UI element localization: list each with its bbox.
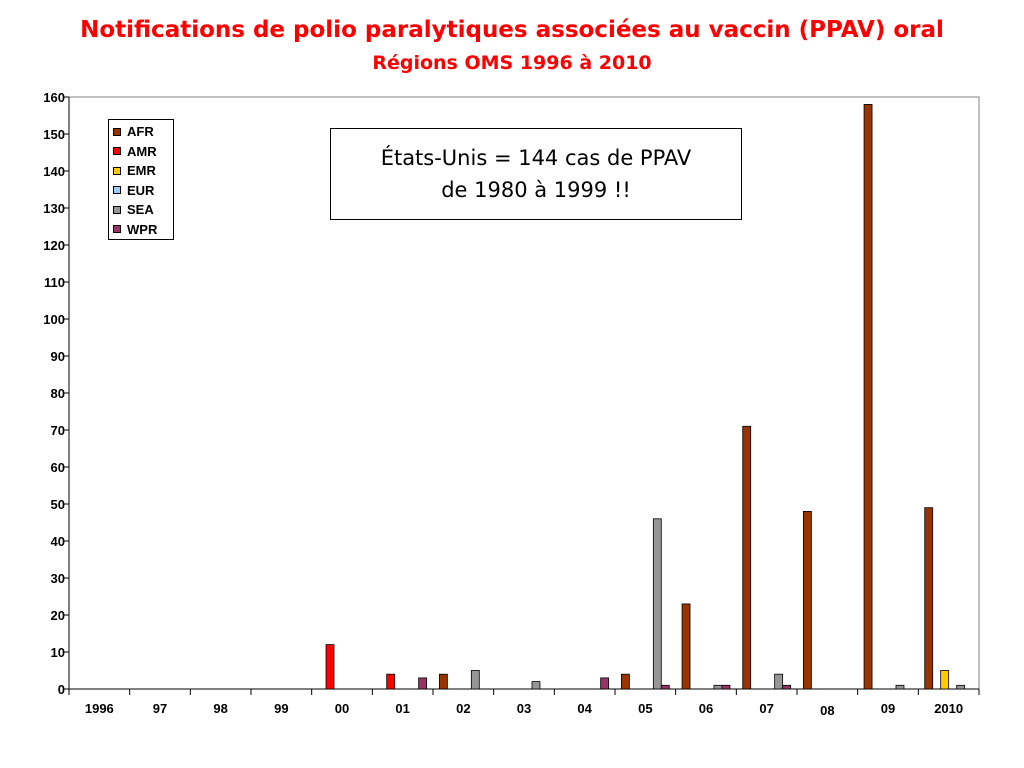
legend-item-sea: SEA bbox=[113, 200, 173, 220]
x-tick-label: 03 bbox=[517, 701, 531, 716]
bar-afr bbox=[620, 673, 630, 690]
bar-afr bbox=[681, 603, 691, 690]
y-tick-label: 40 bbox=[51, 534, 65, 549]
legend-swatch bbox=[113, 166, 121, 175]
legend-label: SEA bbox=[127, 202, 154, 218]
bar-amr bbox=[386, 673, 396, 690]
y-tick-label: 140 bbox=[43, 164, 65, 179]
bar-afr bbox=[438, 673, 448, 690]
x-tick-label: 02 bbox=[456, 701, 470, 716]
legend-label: AMR bbox=[127, 143, 157, 159]
bar-afr bbox=[863, 104, 873, 690]
x-tick-label: 99 bbox=[274, 701, 288, 716]
bar-sea bbox=[652, 518, 662, 690]
x-tick-label: 06 bbox=[699, 701, 713, 716]
legend-item-eur: EUR bbox=[113, 181, 173, 201]
bar-emr bbox=[940, 670, 950, 690]
x-tick-label: 97 bbox=[153, 701, 167, 716]
bar-sea bbox=[956, 684, 966, 690]
legend-swatch bbox=[113, 225, 121, 234]
y-tick-label: 130 bbox=[43, 201, 65, 216]
legend-label: EUR bbox=[127, 182, 155, 198]
legend-swatch bbox=[113, 147, 121, 156]
y-tick-label: 120 bbox=[43, 238, 65, 253]
legend-item-amr: AMR bbox=[113, 142, 173, 162]
legend-item-wpr: WPR bbox=[113, 220, 173, 240]
bar-sea bbox=[531, 681, 541, 690]
bar-sea bbox=[895, 684, 905, 690]
y-tick-label: 110 bbox=[44, 275, 65, 290]
y-tick-label: 10 bbox=[51, 645, 65, 660]
bar-sea bbox=[774, 673, 784, 690]
legend-label: AFR bbox=[127, 124, 154, 140]
y-tick-label: 60 bbox=[51, 460, 65, 475]
y-tick-label: 150 bbox=[43, 127, 65, 142]
x-tick-label: 04 bbox=[577, 701, 592, 716]
y-tick-label: 0 bbox=[58, 682, 65, 697]
bar-afr bbox=[924, 507, 934, 690]
y-tick-label: 20 bbox=[51, 608, 65, 623]
annotation-box: États-Unis = 144 cas de PPAV de 1980 à 1… bbox=[330, 128, 742, 220]
y-tick-label: 160 bbox=[43, 90, 65, 105]
bar-afr bbox=[742, 425, 752, 690]
bar-wpr bbox=[660, 684, 670, 690]
x-tick-label: 01 bbox=[395, 701, 409, 716]
chart-title: Notifications de polio paralytiques asso… bbox=[80, 17, 944, 43]
legend-item-afr: AFR bbox=[113, 122, 173, 142]
annotation-line-1: États-Unis = 144 cas de PPAV bbox=[380, 146, 692, 170]
chart-subtitle: Régions OMS 1996 à 2010 bbox=[372, 52, 652, 74]
legend-label: WPR bbox=[127, 221, 158, 237]
x-tick-label: 08 bbox=[820, 703, 834, 718]
legend-label: EMR bbox=[127, 163, 156, 179]
x-tick-label: 09 bbox=[881, 701, 895, 716]
y-tick-label: 30 bbox=[51, 571, 65, 586]
bar-amr bbox=[325, 644, 335, 690]
x-tick-label: 05 bbox=[638, 701, 652, 716]
bar-wpr bbox=[600, 677, 610, 690]
x-tick-label: 1996 bbox=[85, 701, 114, 716]
bar-sea bbox=[713, 684, 723, 690]
y-tick-label: 50 bbox=[51, 497, 65, 512]
bar-sea bbox=[470, 670, 480, 690]
chart-legend: AFR AMR EMR EUR SEA WPR bbox=[108, 119, 174, 240]
x-tick-label: 2010 bbox=[934, 701, 963, 716]
y-tick-label: 80 bbox=[51, 386, 65, 401]
legend-swatch bbox=[113, 186, 121, 195]
legend-item-emr: EMR bbox=[113, 161, 173, 181]
y-tick-label: 70 bbox=[51, 423, 65, 438]
legend-swatch bbox=[113, 127, 121, 136]
bar-wpr bbox=[721, 684, 731, 690]
bar-afr bbox=[802, 510, 812, 690]
y-tick-label: 100 bbox=[43, 312, 65, 327]
annotation-line-2: de 1980 à 1999 !! bbox=[441, 178, 631, 202]
legend-swatch bbox=[113, 205, 121, 214]
x-tick-label: 98 bbox=[213, 701, 227, 716]
y-tick-label: 90 bbox=[51, 349, 65, 364]
bar-wpr bbox=[782, 684, 792, 690]
x-tick-label: 07 bbox=[759, 701, 773, 716]
x-tick-label: 00 bbox=[335, 701, 349, 716]
bar-wpr bbox=[418, 677, 428, 690]
